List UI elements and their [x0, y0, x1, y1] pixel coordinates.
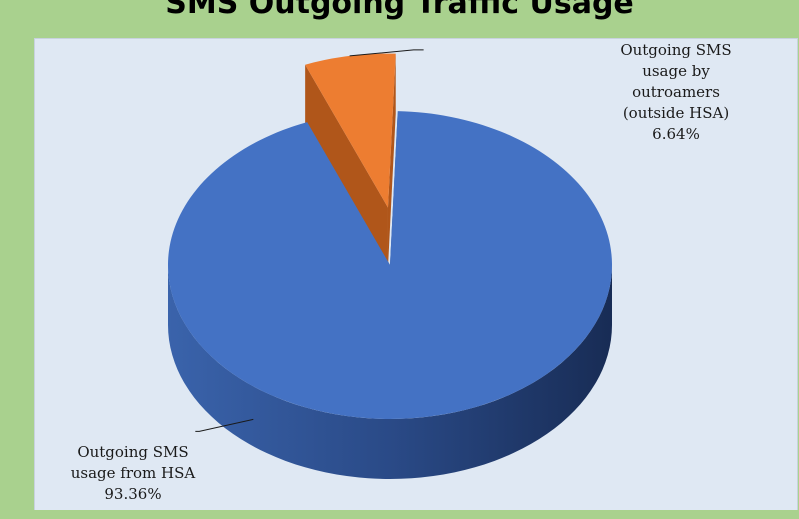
- chart-title: SMS Outgoing Traffic Usage: [165, 0, 634, 21]
- slice-hsa: [168, 111, 613, 419]
- slice-hsa-side: [168, 265, 612, 479]
- slice-outroamers-cut-face-1: [387, 53, 396, 268]
- slice-outroamers-cut-face-0: [305, 64, 388, 268]
- slice-outroamers: [305, 53, 396, 208]
- data-label-outroamers: Outgoing SMS usage by outroamers (outsid…: [620, 41, 732, 143]
- data-label-hsa: Outgoing SMS usage from HSA 93.36%: [70, 443, 196, 503]
- bottom-border: [0, 510, 799, 519]
- leader-line-outroamers: [349, 49, 424, 57]
- leader-line-hsa: [195, 418, 254, 432]
